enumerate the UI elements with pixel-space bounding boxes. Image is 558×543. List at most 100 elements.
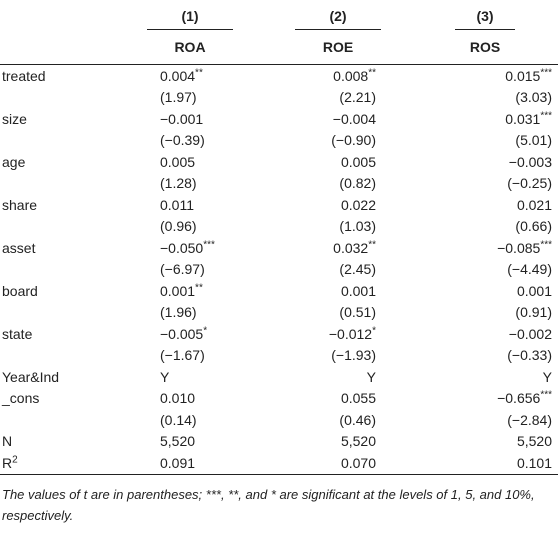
cell-roa: (−0.39) (160, 132, 205, 149)
cell-ros: (3.03) (515, 89, 552, 106)
cell-roa: 0.011 (160, 196, 194, 213)
cell-ros: (−0.25) (507, 175, 552, 192)
cell-roe: 0.022 (340, 196, 376, 213)
cell-ros: −0.002 (508, 325, 552, 342)
significance-stars: *** (540, 67, 552, 79)
cell-roa: (1.97) (160, 89, 197, 106)
cell-roe: (0.51) (339, 304, 376, 321)
cell-roe: −0.004 (332, 110, 376, 127)
cell-roa: (1.28) (160, 175, 197, 192)
table-row: _cons 0.010 0.055 −0.656*** (0, 388, 558, 410)
cell-ros: −0.085*** (497, 239, 552, 256)
cell-ros: 0.015*** (505, 67, 552, 84)
cell-roe: (−1.93) (331, 347, 376, 364)
row-label: treated (2, 67, 46, 84)
column-var-roe: ROE (264, 30, 412, 65)
row-label: state (2, 325, 33, 342)
row-label: size (2, 110, 27, 127)
cell-ros: (−2.84) (507, 411, 552, 428)
cell-roa: 0.001** (160, 282, 203, 299)
significance-stars: *** (540, 239, 552, 251)
column-var-roa: ROA (116, 30, 264, 65)
cell-roa: (0.96) (160, 218, 197, 235)
cell-roa: 0.091 (116, 452, 264, 475)
cell-roa: 0.010 (160, 390, 196, 407)
cell-roe: Y (366, 368, 376, 385)
significance-stars: ** (195, 282, 203, 294)
table-row: (0.14) (0.46) (−2.84) (0, 409, 558, 431)
row-label (0, 130, 116, 152)
significance-stars: ** (368, 239, 376, 251)
cell-roa: 0.004** (160, 67, 203, 84)
cell-roe: 0.008** (333, 67, 376, 84)
cell-ros: (−0.33) (507, 347, 552, 364)
column-number-1: (1) (116, 0, 264, 30)
significance-stars: * (372, 325, 376, 337)
cell-roa: 0.005 (160, 153, 196, 170)
cell-ros: 5,520 (516, 433, 552, 450)
cell-ros: (0.91) (515, 304, 552, 321)
row-label-superscript: 2 (12, 454, 18, 466)
row-label (0, 259, 116, 281)
significance-stars: *** (203, 239, 215, 251)
significance-stars: *** (540, 389, 552, 401)
row-label (0, 216, 116, 238)
column-variable-row: ROA ROE ROS (0, 30, 558, 65)
cell-roa: (0.14) (160, 411, 197, 428)
cell-ros: 0.021 (516, 196, 552, 213)
significance-stars: * (203, 325, 208, 337)
table-row: share 0.011 0.022 0.021 (0, 194, 558, 216)
table-note: The values of t are in parentheses; ***,… (2, 486, 535, 523)
cell-ros: 0.001 (516, 282, 552, 299)
cell-roe: (2.21) (339, 89, 376, 106)
cell-roa: −0.001 (160, 110, 204, 127)
row-label (0, 345, 116, 367)
cell-ros: −0.656*** (497, 389, 552, 407)
cell-roa: (1.96) (160, 304, 197, 321)
significance-stars: *** (540, 110, 552, 122)
table-row: treated 0.004** 0.008** 0.015*** (0, 65, 558, 87)
row-label: asset (2, 239, 36, 256)
cell-ros: 0.101 (412, 452, 558, 475)
cell-roa: (−1.67) (160, 347, 205, 364)
table-row: (1.28) (0.82) (−0.25) (0, 173, 558, 195)
cell-roe: (−0.90) (331, 132, 376, 149)
table-row: board 0.001** 0.001 0.001 (0, 280, 558, 302)
cell-roe: (1.03) (339, 218, 376, 235)
table-row: (1.97) (2.21) (3.03) (0, 87, 558, 109)
table-row: (−0.39) (−0.90) (5.01) (0, 130, 558, 152)
cell-roe: (0.46) (339, 411, 376, 428)
cell-roe: 0.005 (340, 153, 376, 170)
table-row: Year&Ind Y Y Y (0, 366, 558, 388)
table-row: (−1.67) (−1.93) (−0.33) (0, 345, 558, 367)
cell-ros: Y (542, 368, 552, 385)
cell-ros: (−4.49) (507, 261, 552, 278)
cell-roe: 0.001 (340, 282, 376, 299)
table-row: (0.96) (1.03) (0.66) (0, 216, 558, 238)
row-label (0, 87, 116, 109)
cell-roe: (0.82) (339, 175, 376, 192)
row-label (0, 302, 116, 324)
cell-roa: (−6.97) (160, 261, 205, 278)
column-number-2: (2) (264, 0, 412, 30)
column-number-3: (3) (412, 0, 558, 30)
significance-stars: ** (195, 67, 203, 79)
table-body: treated 0.004** 0.008** 0.015*** (1.97) (2.21… (0, 65, 558, 475)
table-row: size −0.001 −0.004 0.031*** (0, 108, 558, 130)
row-label (0, 409, 116, 431)
row-label: share (2, 196, 38, 213)
row-label: R2 (0, 452, 116, 475)
row-label: _cons (2, 390, 40, 407)
column-var-ros: ROS (412, 30, 558, 65)
cell-ros: (0.66) (515, 218, 552, 235)
cell-roa: Y (160, 368, 170, 385)
cell-roe: (2.45) (339, 261, 376, 278)
table-row: N 5,520 5,520 5,520 (0, 431, 558, 453)
cell-roe: 0.032** (333, 239, 376, 256)
cell-roe: 0.055 (340, 390, 376, 407)
table-row: state −0.005* −0.012* −0.002 (0, 323, 558, 345)
regression-table: (1) (2) (3) ROA ROE ROS treated 0.004** 0.… (0, 0, 558, 475)
row-label: Year&Ind (2, 368, 60, 385)
cell-ros: −0.003 (508, 153, 552, 170)
table-row: asset −0.050*** 0.032** −0.085*** (0, 237, 558, 259)
